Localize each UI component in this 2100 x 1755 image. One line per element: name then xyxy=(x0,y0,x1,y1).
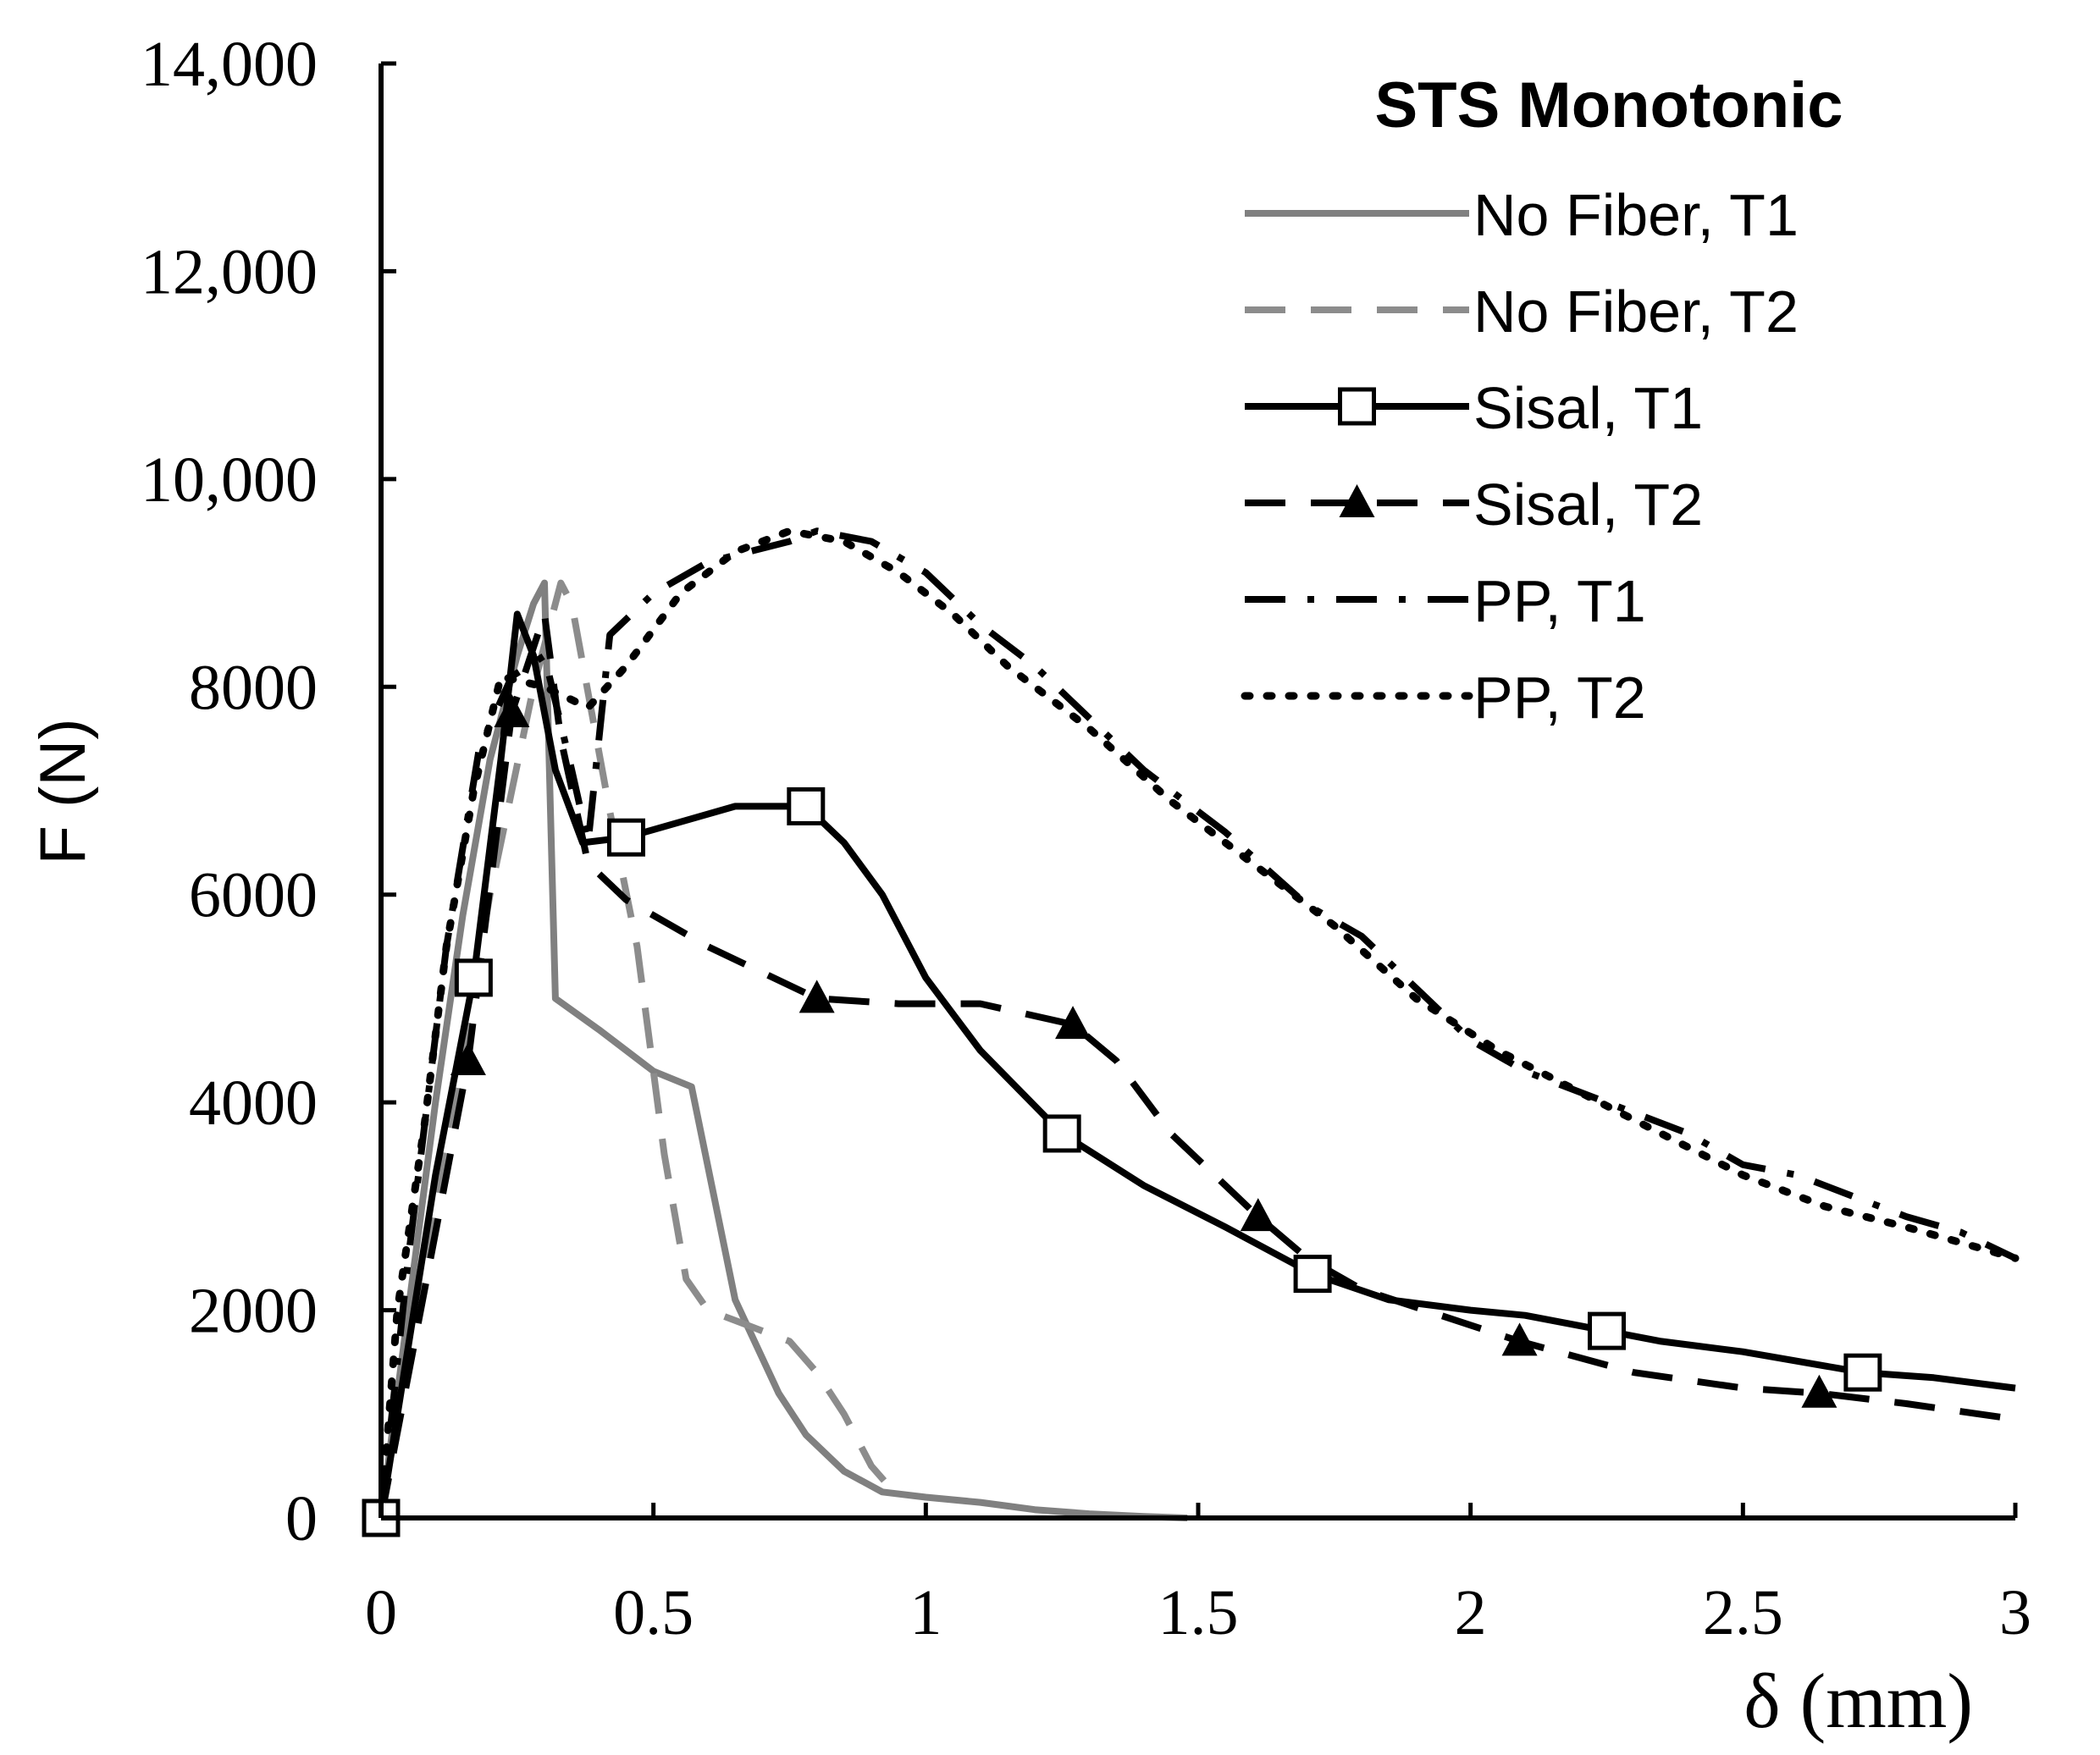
x-ticks: 0 0.5 1 1.5 2 2.5 3 xyxy=(365,1503,2031,1648)
legend-label: PP, T1 xyxy=(1473,568,1646,634)
data-point-square xyxy=(1293,1255,1332,1294)
series-line-0 xyxy=(378,579,1188,1521)
legend-label: No Fiber, T2 xyxy=(1473,279,1799,345)
y-tick-label: 4000 xyxy=(189,1068,318,1139)
series-line-3 xyxy=(378,610,2016,1519)
chart-title: STS Monotonic xyxy=(1374,69,1843,141)
x-tick-label: 2.5 xyxy=(1703,1577,1783,1648)
y-axis-label: F (N) xyxy=(27,718,99,864)
legend-label: No Fiber, T1 xyxy=(1473,182,1799,248)
series-line-4 xyxy=(378,527,2017,1519)
legend-marker xyxy=(1338,387,1376,426)
data-point-square xyxy=(1588,1311,1626,1350)
data-point-square xyxy=(607,818,645,857)
x-tick-label: 2 xyxy=(1455,1577,1487,1648)
legend-label: PP, T2 xyxy=(1473,665,1646,731)
legend: No Fiber, T1 No Fiber, T2 Sisal, T1 Sisal, … xyxy=(1241,182,1799,731)
data-point-triangle xyxy=(1240,1198,1276,1232)
data-point-triangle xyxy=(799,980,835,1013)
y-tick-label: 0 xyxy=(285,1483,318,1554)
legend-label: Sisal, T1 xyxy=(1473,375,1703,441)
data-point-triangle xyxy=(1501,1322,1538,1356)
data-point-square xyxy=(454,958,493,997)
series-lines xyxy=(377,527,2020,1522)
y-tick-label: 14,000 xyxy=(141,29,318,100)
x-tick-label: 3 xyxy=(1999,1577,2031,1648)
series-line-2 xyxy=(378,610,2016,1519)
series-line-5 xyxy=(377,527,2020,1522)
x-tick-label: 0 xyxy=(365,1577,397,1648)
data-point-triangle xyxy=(450,1042,486,1076)
x-axis-label: δ (mm) xyxy=(1744,1658,1973,1744)
x-tick-label: 1.5 xyxy=(1158,1577,1239,1648)
y-tick-label: 8000 xyxy=(189,652,318,723)
y-tick-label: 12,000 xyxy=(141,236,318,307)
data-point-triangle xyxy=(1801,1374,1838,1408)
data-point-square xyxy=(787,786,826,825)
legend-marker xyxy=(1339,484,1375,517)
y-tick-label: 10,000 xyxy=(141,444,318,516)
x-tick-label: 0.5 xyxy=(613,1577,694,1648)
x-tick-label: 1 xyxy=(909,1577,942,1648)
data-point-square xyxy=(1843,1353,1882,1392)
y-tick-label: 2000 xyxy=(189,1276,318,1347)
data-point-triangle xyxy=(1055,1006,1091,1040)
legend-label: Sisal, T2 xyxy=(1473,472,1703,538)
data-point-square xyxy=(1042,1114,1081,1153)
y-ticks: 0 2000 4000 6000 8000 10,000 12,000 14,000 xyxy=(141,29,396,1554)
data-point-triangle xyxy=(494,693,530,727)
y-tick-label: 6000 xyxy=(189,860,318,931)
